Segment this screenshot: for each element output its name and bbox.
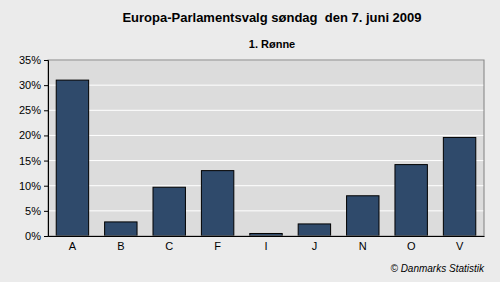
- tick-label: 0%: [25, 230, 41, 242]
- plot-background: [48, 60, 484, 236]
- tick-label: V: [456, 240, 464, 252]
- tick: 30%: [19, 79, 48, 91]
- tick-mark: [44, 161, 48, 162]
- tick-label: 20%: [19, 129, 41, 141]
- tick-mark: [44, 85, 48, 86]
- tick-label: F: [214, 240, 221, 252]
- tick: 25%: [19, 104, 48, 116]
- grid-line: [48, 135, 484, 136]
- x-axis: ABCFIJNOV: [49, 236, 485, 252]
- tick: I: [264, 236, 267, 252]
- tick-label: 10%: [19, 180, 41, 192]
- tick: A: [69, 236, 77, 252]
- tick: C: [165, 236, 173, 252]
- tick-label: A: [69, 240, 77, 252]
- tick: 15%: [19, 155, 48, 167]
- bar: [56, 80, 88, 236]
- tick: N: [359, 236, 367, 252]
- tick-label: B: [117, 240, 124, 252]
- grid-line: [48, 110, 484, 111]
- bar: [443, 137, 475, 236]
- tick-label: 30%: [19, 79, 41, 91]
- tick-label: 35%: [19, 54, 41, 66]
- y-axis-line: [44, 61, 49, 237]
- bar: [298, 224, 330, 236]
- tick-label: O: [407, 240, 416, 252]
- tick-mark: [44, 60, 48, 61]
- tick: 20%: [19, 129, 48, 141]
- bars: [56, 80, 476, 236]
- background: [0, 0, 500, 282]
- tick-label: 15%: [19, 155, 41, 167]
- tick: O: [407, 236, 416, 252]
- tick-label: J: [312, 240, 318, 252]
- bar: [105, 222, 137, 236]
- tick-mark: [44, 110, 48, 111]
- source-note: © Danmarks Statistik: [390, 263, 485, 274]
- grid-line: [48, 160, 484, 161]
- bar: [201, 171, 233, 236]
- tick-mark: [44, 135, 48, 136]
- tick-label: 5%: [25, 205, 41, 217]
- tick-label: I: [264, 240, 267, 252]
- tick: 5%: [25, 205, 48, 217]
- tick: J: [312, 236, 318, 252]
- tick: V: [456, 236, 464, 252]
- tick-mark: [44, 236, 48, 237]
- x-axis-line: [49, 236, 485, 237]
- plot: 0% 5% 10% 15% 20% 25% 30% 35% A B C F I J N O V: [19, 54, 485, 252]
- tick-label: N: [359, 240, 367, 252]
- grid-line: [48, 85, 484, 86]
- bar: [153, 187, 185, 236]
- chart: Europa-Parlamentsvalg søndag den 7. juni…: [0, 0, 500, 282]
- tick: F: [214, 236, 221, 252]
- tick: B: [117, 236, 124, 252]
- tick-mark: [44, 186, 48, 187]
- plot-frame: [48, 60, 484, 236]
- y-axis: 0% 5% 10% 15% 20% 25% 30% 35%: [19, 54, 49, 242]
- tick: 35%: [19, 54, 48, 66]
- bar: [347, 196, 379, 236]
- bar: [395, 165, 427, 236]
- tick-label: C: [165, 240, 173, 252]
- tick-mark: [44, 211, 48, 212]
- grid: [48, 60, 484, 236]
- subtitle: 1. Rønne: [249, 38, 295, 50]
- tick-label: 25%: [19, 104, 41, 116]
- title: Europa-Parlamentsvalg søndag den 7. juni…: [122, 10, 421, 25]
- tick: 10%: [19, 180, 48, 192]
- tick: 0%: [25, 230, 48, 242]
